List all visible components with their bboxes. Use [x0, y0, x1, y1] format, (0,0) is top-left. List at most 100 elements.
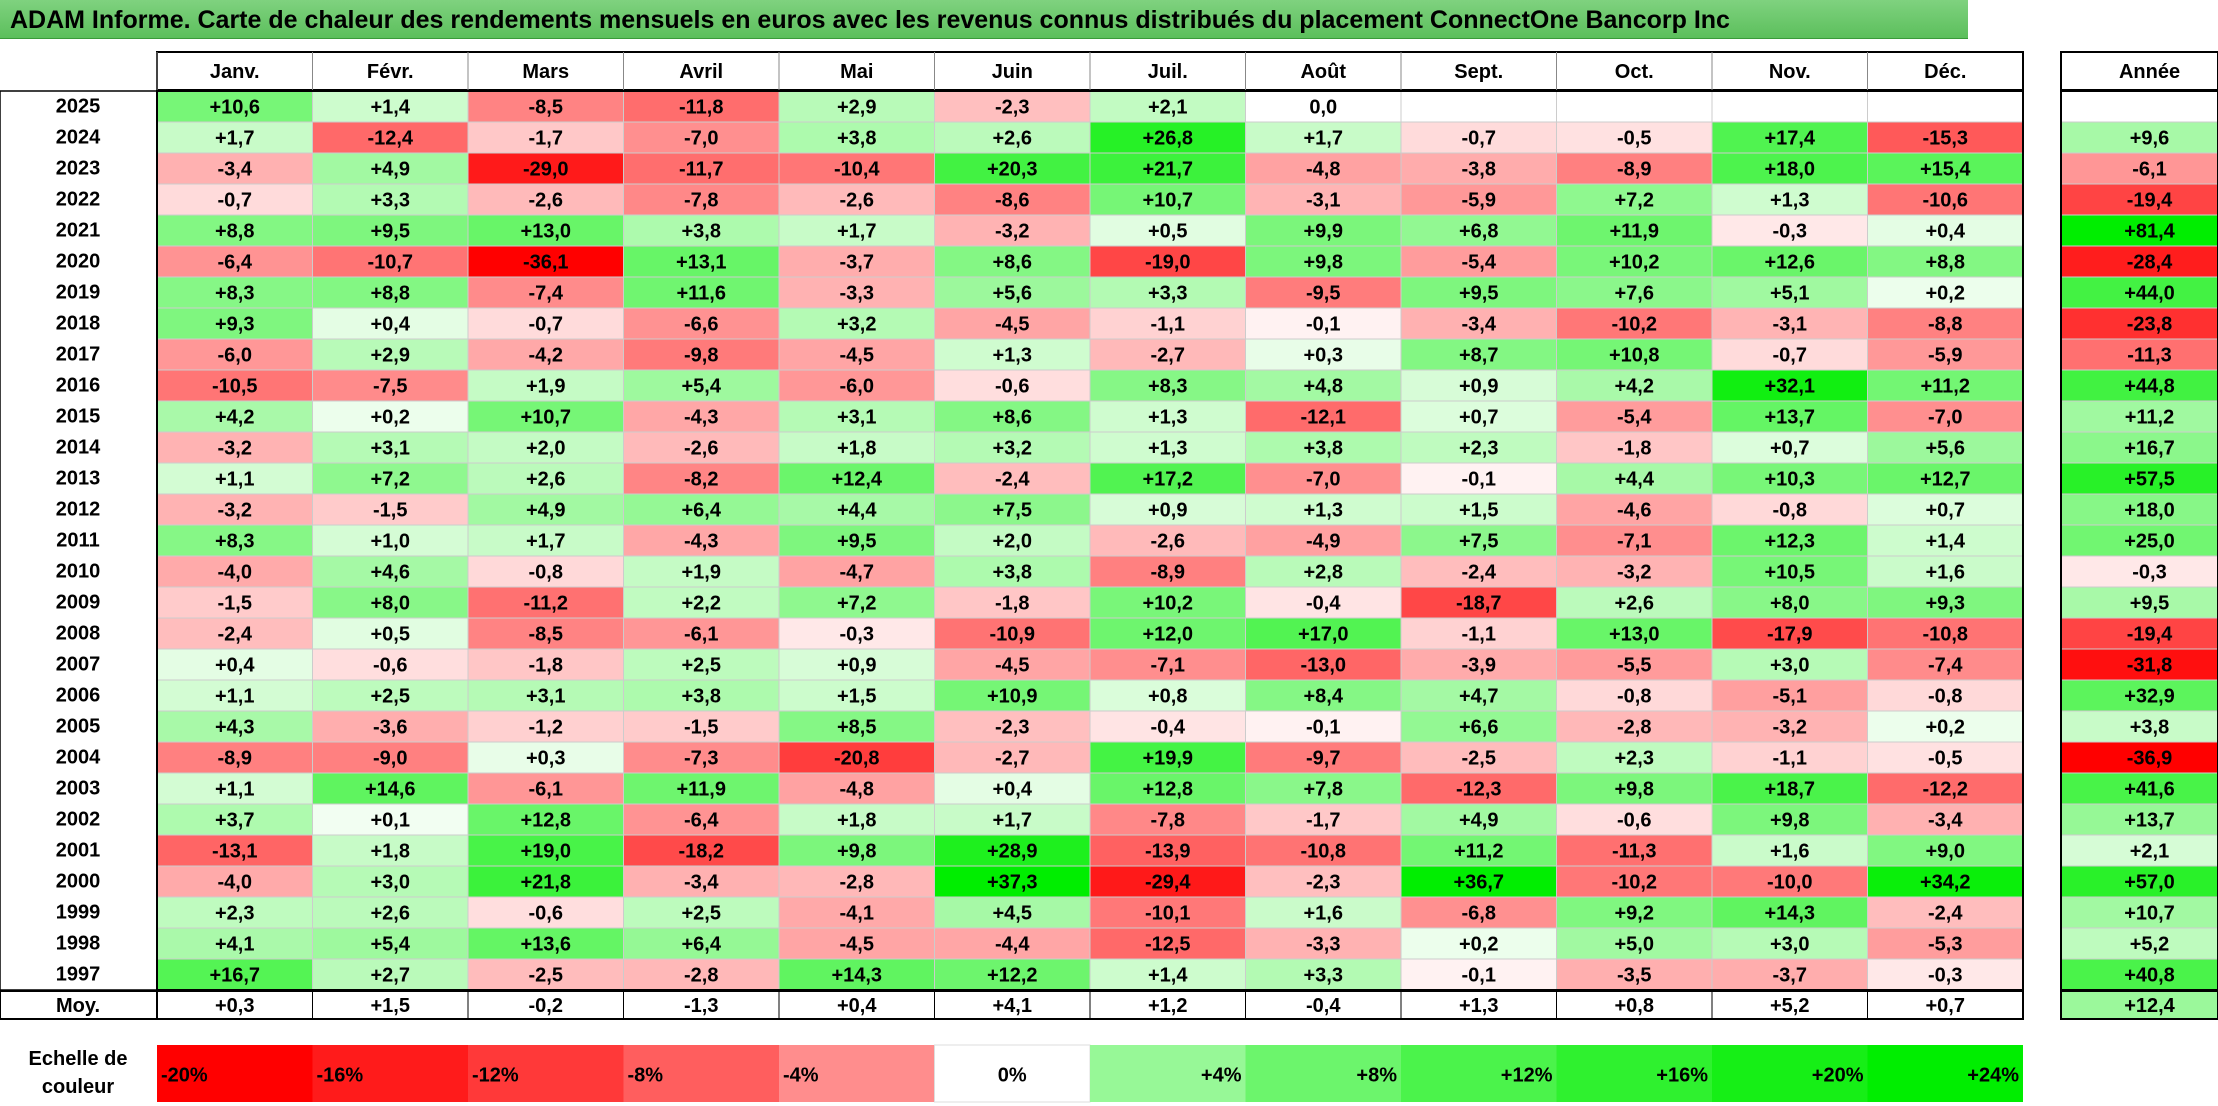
annual-cell: [2060, 90, 2218, 123]
cell-value: +4,3: [215, 717, 254, 739]
annual-value: +32,9: [2124, 686, 2175, 708]
cell-value: -1,5: [218, 593, 252, 615]
cell-value: +14,6: [365, 779, 416, 801]
annual-value: +2,1: [2130, 841, 2169, 863]
cell-value: -2,6: [684, 438, 718, 460]
heatmap-cell: [1711, 90, 1868, 123]
cell-value: +9,5: [837, 531, 876, 553]
cell-value: +4,6: [371, 562, 410, 584]
average-frame: [156, 990, 2024, 1020]
heatmap-cell: [1400, 896, 1557, 929]
cell-value: +2,8: [1304, 562, 1343, 584]
heatmap-cell: [312, 958, 469, 991]
cell-value: +15,4: [1920, 159, 1971, 181]
cell-value: -8,6: [995, 190, 1029, 212]
cell-value: +0,7: [1459, 407, 1498, 429]
average-label: Moy.: [56, 995, 100, 1017]
cell-value: +4,9: [1459, 810, 1498, 832]
cell-value: -5,4: [1617, 407, 1652, 429]
annual-value: +57,5: [2124, 469, 2175, 491]
heatmap-cell: [467, 679, 624, 712]
heatmap-cell: [1556, 927, 1713, 960]
annual-cell: [2060, 772, 2218, 805]
heatmap-cell: [1245, 648, 1402, 681]
annual-value: +81,4: [2124, 221, 2175, 243]
cell-value: -12,1: [1300, 407, 1346, 429]
cell-value: -3,3: [1306, 934, 1340, 956]
heatmap-cell: [1711, 369, 1868, 402]
cell-value: +8,0: [1770, 593, 1809, 615]
heatmap-cell: [1400, 245, 1557, 278]
cell-value: +2,0: [993, 531, 1032, 553]
cell-value: -3,6: [373, 717, 407, 739]
average-value: -0,2: [529, 995, 563, 1017]
annual-value: +18,0: [2124, 500, 2175, 522]
cell-value: +12,7: [1920, 469, 1971, 491]
month-header-label: Janv.: [210, 61, 260, 83]
cell-value: -20,8: [834, 748, 880, 770]
heatmap-cell: [623, 741, 780, 774]
annual-value: +10,7: [2124, 903, 2175, 925]
heatmap-cell: [1089, 524, 1246, 557]
heatmap-cell: [467, 648, 624, 681]
cell-value: -2,4: [1462, 562, 1497, 584]
color-scale-swatch: [1867, 1045, 2023, 1102]
heatmap-cell: [1089, 307, 1246, 340]
cell-value: +3,8: [993, 562, 1032, 584]
heatmap-cell: [1089, 803, 1246, 836]
cell-value: -1,8: [1617, 438, 1651, 460]
cell-value: -2,3: [995, 717, 1029, 739]
cell-value: -8,8: [1928, 314, 1962, 336]
annual-value: -36,9: [2127, 748, 2173, 770]
heatmap-cell: [623, 617, 780, 650]
cell-value: -8,5: [529, 97, 563, 119]
annual-value: +44,8: [2124, 376, 2175, 398]
heatmap-cell: [1400, 679, 1557, 712]
annual-value: +9,5: [2130, 593, 2169, 615]
heatmap-cell: [623, 834, 780, 867]
heatmap-cell: [1245, 152, 1402, 185]
heatmap-cell: [934, 865, 1091, 898]
heatmap-cell: [1556, 803, 1713, 836]
cell-value: -3,8: [1462, 159, 1496, 181]
heatmap-cell: [623, 927, 780, 960]
heatmap-cell: [1867, 245, 2024, 278]
annual-cell: [2060, 462, 2218, 495]
cell-value: +17,0: [1298, 624, 1349, 646]
cell-value: +26,8: [1142, 128, 1193, 150]
cell-value: +4,8: [1304, 376, 1343, 398]
cell-value: -0,3: [1928, 965, 1962, 987]
cell-value: -10,6: [1922, 190, 1968, 212]
cell-value: -2,5: [1462, 748, 1496, 770]
heatmap-cell: [1711, 617, 1868, 650]
average-cell: [934, 990, 1091, 1020]
cell-value: +12,8: [1142, 779, 1193, 801]
average-value: +1,3: [1459, 995, 1498, 1017]
heatmap-cell: [1711, 493, 1868, 526]
heatmap-cell: [1400, 648, 1557, 681]
cell-value: +10,5: [1764, 562, 1815, 584]
heatmap-cell: [1245, 865, 1402, 898]
heatmap-cell: [156, 307, 313, 340]
cell-value: +8,5: [837, 717, 876, 739]
cell-value: +0,8: [1148, 686, 1187, 708]
cell-value: +3,0: [1770, 655, 1809, 677]
cell-value: -4,9: [1306, 531, 1340, 553]
cell-value: -3,4: [1928, 810, 1963, 832]
heatmap-cell: [778, 121, 935, 154]
heatmap-cell: [1556, 710, 1713, 743]
cell-value: +0,9: [837, 655, 876, 677]
annual-value: -19,4: [2127, 624, 2173, 646]
heatmap-cell: [623, 338, 780, 371]
cell-value: -2,7: [1151, 345, 1185, 367]
heatmap-cell: [1245, 679, 1402, 712]
color-scale-swatch: [1556, 1045, 1712, 1102]
cell-value: +10,2: [1609, 252, 1660, 274]
cell-value: +9,5: [371, 221, 410, 243]
cell-value: -11,2: [524, 593, 568, 615]
heatmap-cell: [1711, 958, 1868, 991]
cell-value: +14,3: [1764, 903, 1815, 925]
heatmap-cell: [1711, 276, 1868, 309]
cell-value: +3,2: [837, 314, 876, 336]
